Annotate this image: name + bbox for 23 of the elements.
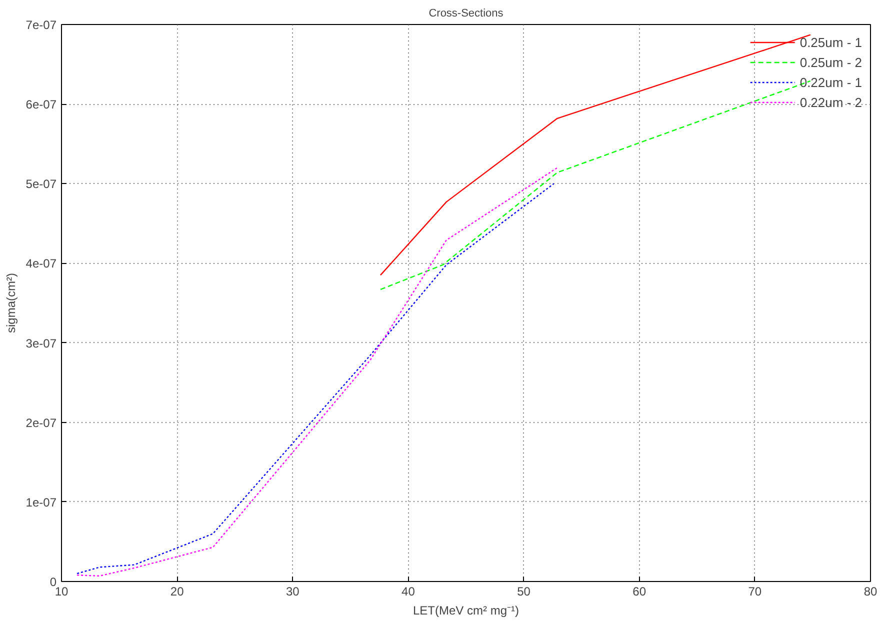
y-tick-label: 0 [50, 575, 57, 589]
legend-label: 0.25um - 1 [800, 34, 862, 50]
x-tick-label: 10 [54, 584, 68, 598]
y-tick-label: 7e-07 [26, 18, 57, 32]
legend-label: 0.25um - 2 [800, 54, 862, 70]
y-tick-label: 3e-07 [26, 336, 57, 350]
x-tick-label: 50 [517, 584, 531, 598]
x-axis-title: LET(MeV cm² mg⁻¹) [413, 604, 520, 618]
y-axis-title: sigma(cm²) [4, 272, 18, 333]
y-tick-label: 6e-07 [26, 98, 57, 112]
y-tick-label: 5e-07 [26, 177, 57, 192]
x-tick-label: 30 [286, 584, 300, 598]
y-tick-label: 1e-07 [26, 495, 57, 510]
legend-label: 0.22um - 1 [800, 74, 862, 90]
x-tick-label: 60 [632, 584, 646, 598]
chart-title: Cross-Sections [428, 8, 504, 20]
x-tick-label: 20 [170, 584, 184, 598]
x-tick-label: 40 [402, 584, 416, 598]
y-tick-label: 2e-07 [26, 416, 57, 430]
x-tick-label: 80 [864, 584, 878, 598]
legend-label: 0.22um - 2 [800, 94, 862, 110]
y-tick-label: 4e-07 [26, 256, 57, 271]
x-tick-label: 70 [748, 584, 762, 598]
